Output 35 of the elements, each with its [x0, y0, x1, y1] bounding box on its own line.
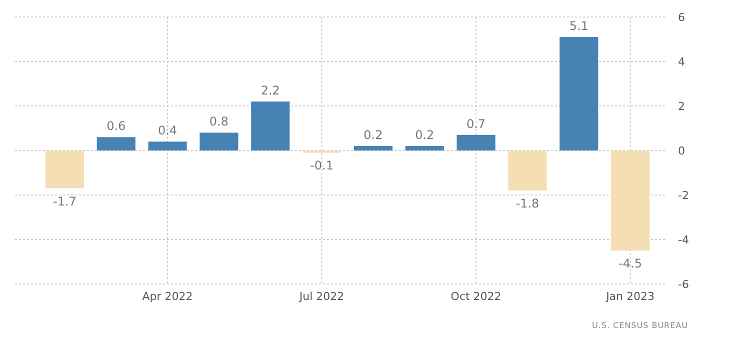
bar — [45, 150, 84, 188]
y-tick-label: 0 — [678, 144, 685, 158]
data-label: 0.4 — [158, 124, 178, 138]
y-tick-label: 6 — [678, 11, 685, 24]
bar — [508, 150, 547, 191]
bar — [354, 146, 392, 150]
bar — [251, 102, 290, 150]
x-tick-label: Oct 2022 — [450, 290, 502, 303]
y-tick-label: -4 — [678, 234, 689, 246]
data-label: -4.5 — [618, 256, 642, 271]
data-label: 0.8 — [209, 114, 229, 129]
data-label: -1.7 — [52, 194, 76, 208]
y-tick-label: -6 — [678, 278, 689, 291]
bar — [611, 150, 650, 251]
data-label: 0.2 — [364, 128, 383, 142]
x-tick-label: Jul 2022 — [298, 290, 344, 303]
x-tick-label: Jan 2023 — [605, 290, 655, 303]
x-tick-label: Apr 2022 — [142, 290, 193, 303]
bar — [456, 134, 496, 150]
y-tick-label: 2 — [678, 100, 685, 113]
data-label: 5.1 — [569, 19, 588, 34]
bar — [200, 132, 238, 150]
data-label: -1.8 — [516, 196, 540, 211]
data-label: 0.2 — [415, 128, 434, 142]
bar — [96, 137, 136, 150]
text: U.S. CENSUS BUREAU — [592, 321, 688, 330]
data-label: 0.6 — [106, 119, 126, 134]
bar — [148, 142, 187, 150]
data-label: 0.7 — [466, 116, 486, 131]
bar — [560, 37, 598, 150]
bar — [405, 146, 444, 150]
data-label: 2.2 — [260, 84, 280, 98]
data-label: -0.1 — [310, 158, 334, 173]
y-tick-label: -2 — [678, 189, 689, 202]
y-tick-label: 4 — [678, 56, 685, 68]
